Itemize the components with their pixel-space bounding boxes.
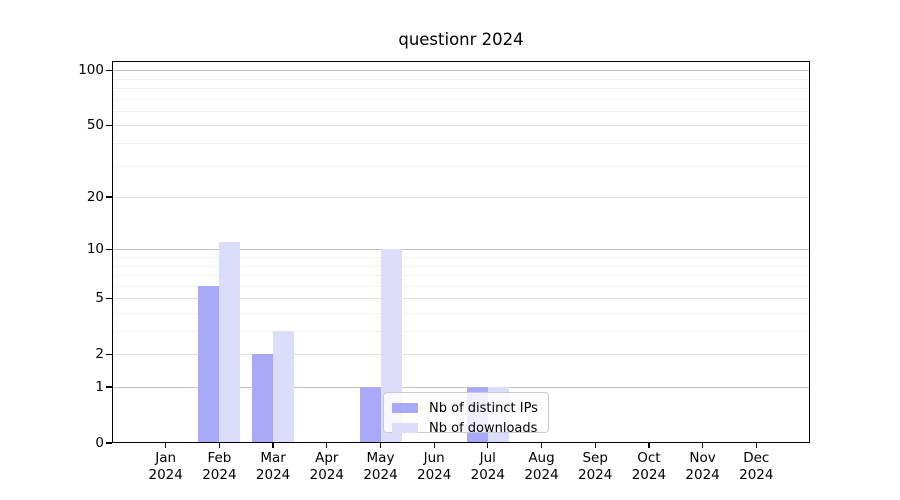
minor-gridline-80	[112, 87, 810, 89]
legend: Nb of distinct IPs Nb of downloads	[383, 392, 549, 436]
x-tick-label-aug: Aug 2024	[524, 450, 559, 483]
x-tick-mark-apr	[326, 443, 328, 448]
y-tick-mark-50	[106, 124, 112, 126]
major-gridline-2	[112, 354, 810, 356]
minor-gridline-6	[112, 285, 810, 287]
x-tick-label-mar: Mar 2024	[255, 450, 291, 483]
x-tick-label-may: May 2024	[363, 450, 398, 483]
major-gridline-50	[112, 125, 810, 127]
y-tick-mark-20	[106, 196, 112, 198]
y-tick-label-0: 0	[95, 435, 104, 451]
x-tick-mark-feb	[218, 443, 220, 448]
y-tick-mark-1	[106, 386, 112, 388]
major-gridline-100	[112, 70, 810, 72]
y-tick-mark-2	[106, 353, 112, 355]
x-tick-label-oct: Oct 2024	[631, 450, 667, 483]
x-tick-label-jan: Jan 2024	[148, 450, 183, 483]
x-tick-mark-nov	[702, 443, 704, 448]
y-tick-label-100: 100	[78, 62, 104, 79]
bar-mar-distinct-ips	[252, 354, 274, 443]
y-tick-label-5: 5	[95, 290, 104, 307]
bar-feb-distinct-ips	[198, 285, 220, 443]
major-gridline-5	[112, 298, 810, 300]
x-tick-mark-oct	[648, 443, 650, 448]
bar-feb-downloads	[219, 242, 241, 443]
minor-gridline-60	[112, 110, 810, 112]
major-gridline-1	[112, 387, 810, 388]
x-tick-label-feb: Feb 2024	[202, 450, 237, 483]
minor-gridline-30	[112, 165, 810, 167]
legend-swatch-downloads	[392, 423, 418, 433]
minor-gridline-4	[112, 312, 810, 314]
y-tick-mark-10	[106, 248, 112, 250]
x-tick-label-jun: Jun 2024	[417, 450, 452, 483]
minor-gridline-40	[112, 142, 810, 144]
x-tick-label-nov: Nov 2024	[685, 450, 720, 483]
minor-gridline-8	[112, 265, 810, 267]
minor-gridline-90	[112, 78, 810, 80]
x-tick-mark-may	[379, 443, 382, 448]
legend-entry-distinct-ips: Nb of distinct IPs	[392, 398, 540, 418]
x-tick-mark-sep	[594, 443, 596, 448]
y-tick-mark-5	[106, 297, 112, 299]
minor-gridline-9	[112, 256, 810, 258]
minor-gridline-7	[112, 275, 810, 276]
legend-label-downloads: Nb of downloads	[429, 420, 538, 436]
x-tick-label-jul: Jul 2024	[470, 450, 505, 483]
bar-mar-downloads	[273, 331, 295, 443]
major-gridline-10	[112, 249, 810, 251]
bar-may-distinct-ips	[359, 387, 381, 443]
x-tick-label-dec: Dec 2024	[739, 450, 774, 483]
y-tick-label-1: 1	[95, 379, 104, 395]
x-tick-mark-dec	[755, 443, 757, 448]
y-tick-label-50: 50	[86, 117, 104, 134]
y-tick-label-2: 2	[95, 346, 104, 363]
major-gridline-20	[112, 197, 810, 198]
y-tick-mark-100	[106, 69, 112, 71]
chart-title: questionr 2024	[398, 30, 524, 49]
legend-label-distinct-ips: Nb of distinct IPs	[429, 400, 538, 416]
x-tick-mark-jul	[487, 443, 489, 448]
y-tick-mark-0	[106, 442, 112, 444]
y-tick-label-20: 20	[86, 189, 104, 205]
minor-gridline-3	[112, 331, 810, 332]
y-tick-label-10: 10	[86, 241, 104, 258]
x-tick-mark-jan	[165, 443, 167, 448]
legend-entry-downloads: Nb of downloads	[392, 418, 540, 438]
minor-gridline-70	[112, 98, 810, 100]
x-tick-label-sep: Sep 2024	[578, 450, 613, 483]
x-tick-label-apr: Apr 2024	[309, 450, 344, 483]
x-tick-mark-aug	[540, 443, 543, 448]
legend-swatch-distinct-ips	[392, 403, 418, 413]
x-tick-mark-jun	[433, 443, 435, 448]
x-tick-mark-mar	[272, 443, 274, 448]
plot-area: Nb of distinct IPs Nb of downloads	[112, 61, 810, 443]
